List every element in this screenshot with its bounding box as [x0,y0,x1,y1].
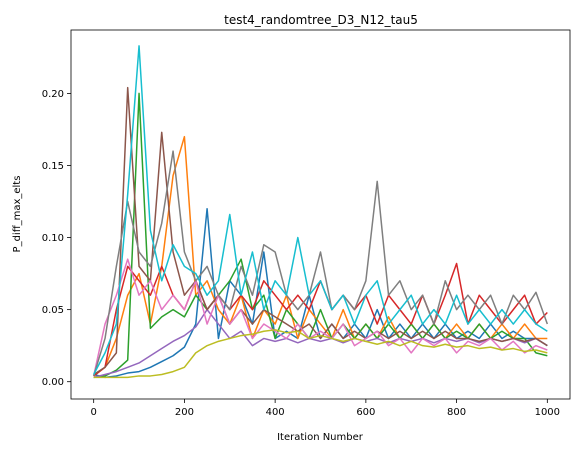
series-layer [92,45,549,379]
y-axis: 0.00 0.05 0.10 0.15 0.20 [42,89,71,388]
chart-title: test4_randomtree_D3_N12_tau5 [224,13,418,27]
series-line-9 [93,329,548,379]
series-line-7 [92,258,548,377]
series-line-2 [93,135,548,377]
y-tick-label: 0.10 [42,233,64,244]
x-tick-label: 0 [90,407,96,418]
plot-frame [70,29,571,400]
y-axis-label: P_diff_max_elts [12,176,23,253]
x-axis: 0 200 400 600 800 1000 [90,399,560,418]
y-tick-label: 0.05 [42,305,64,316]
series-line-5 [93,308,548,379]
series-line-1 [93,207,548,379]
x-tick-label: 800 [447,407,466,418]
series-line-3 [93,92,548,379]
y-tick-label: 0.15 [42,161,64,172]
x-axis-label: Iteration Number [277,432,364,443]
y-tick-label: 0.20 [42,89,64,100]
x-tick-label: 200 [175,407,194,418]
series-line-6 [93,86,548,376]
series-line-10 [93,45,548,375]
x-tick-label: 1000 [535,407,560,418]
y-tick-label: 0.00 [42,377,64,388]
x-tick-label: 400 [266,407,285,418]
series-line-8 [92,150,549,377]
x-tick-label: 600 [356,407,375,418]
